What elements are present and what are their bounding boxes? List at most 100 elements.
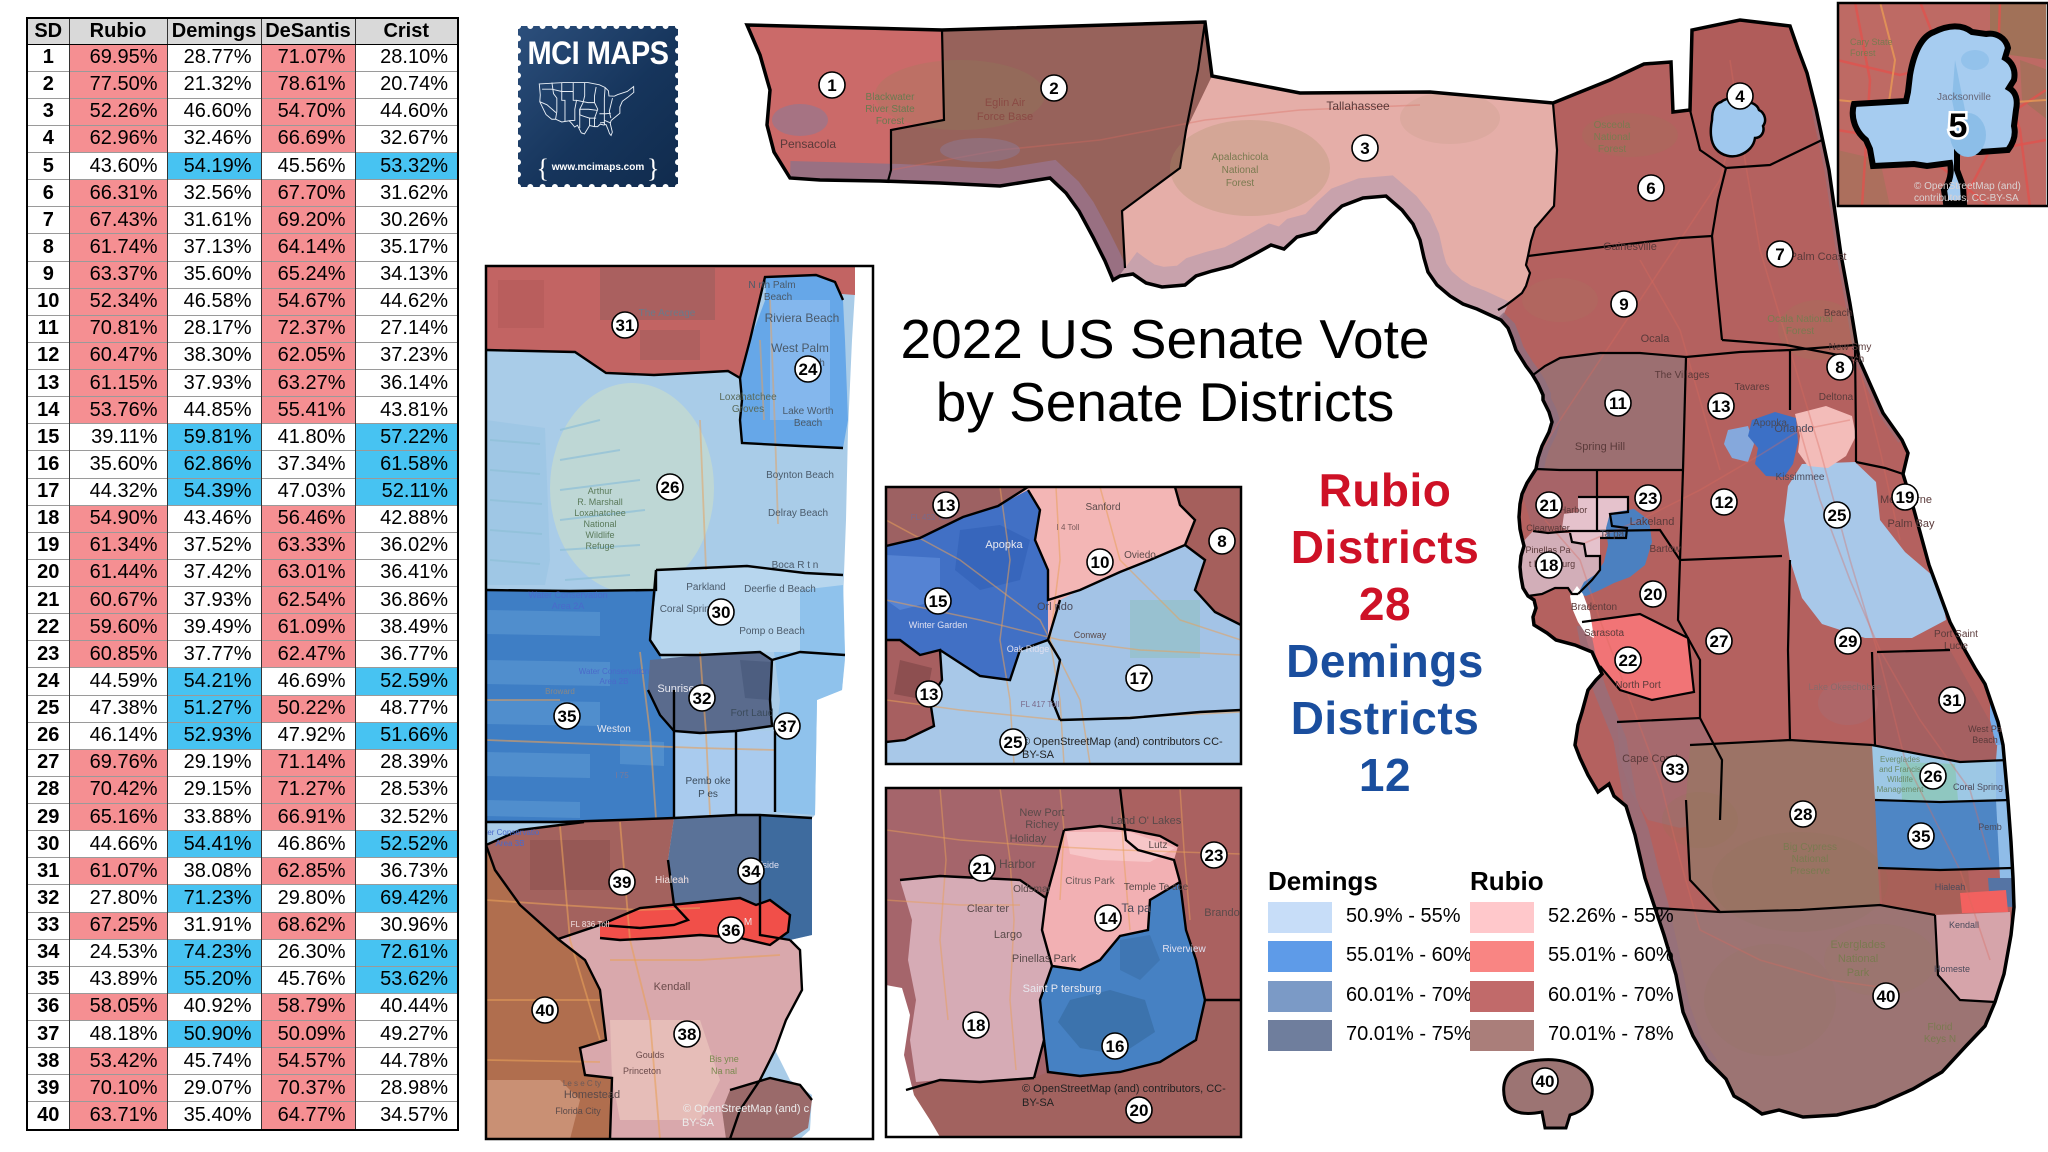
svg-text:Spring Hill: Spring Hill xyxy=(1575,441,1625,453)
svg-text:21: 21 xyxy=(973,859,992,878)
svg-text:Fort Laud: Fort Laud xyxy=(731,708,774,719)
svg-text:14: 14 xyxy=(1099,909,1118,928)
svg-text:The Acreage: The Acreage xyxy=(639,308,696,319)
svg-text:Citrus Park: Citrus Park xyxy=(1065,876,1115,887)
svg-text:13: 13 xyxy=(937,496,956,515)
svg-text:Kendall: Kendall xyxy=(1949,920,1979,930)
svg-text:Lucie: Lucie xyxy=(1944,641,1968,652)
svg-text:N rth Palm: N rth Palm xyxy=(748,280,795,291)
svg-text:Hialeah: Hialeah xyxy=(655,875,689,886)
svg-text:Oviedo: Oviedo xyxy=(1124,550,1156,561)
svg-text:Delray Beach: Delray Beach xyxy=(768,508,828,519)
svg-text:Lake Worth: Lake Worth xyxy=(783,406,834,417)
svg-text:Jacksonville: Jacksonville xyxy=(1937,92,1991,103)
svg-text:35: 35 xyxy=(1912,827,1931,846)
svg-text:Boca R t n: Boca R t n xyxy=(772,560,819,571)
svg-text:35: 35 xyxy=(558,707,577,726)
svg-text:37: 37 xyxy=(778,717,797,736)
svg-text:Water Conservation: Water Conservation xyxy=(579,667,649,676)
svg-text:Forest: Forest xyxy=(1850,48,1876,58)
svg-text:Clearwater: Clearwater xyxy=(1526,523,1570,533)
svg-text:Saint P tersburg: Saint P tersburg xyxy=(1023,983,1102,995)
svg-text:Wildlife: Wildlife xyxy=(585,530,614,540)
svg-text:Everglades: Everglades xyxy=(1830,939,1886,951)
svg-text:8: 8 xyxy=(1217,532,1226,551)
svg-text:© OpenStreetMap (and): © OpenStreetMap (and) xyxy=(1914,181,2021,192)
svg-text:39: 39 xyxy=(613,873,632,892)
svg-text:Lake Okeechobee: Lake Okeechobee xyxy=(1808,682,1881,692)
svg-text:Lakeland: Lakeland xyxy=(1630,516,1675,528)
svg-text:30: 30 xyxy=(712,603,731,622)
svg-text:P es: P es xyxy=(698,789,718,800)
svg-text:River State: River State xyxy=(865,104,915,115)
svg-text:33: 33 xyxy=(1666,760,1685,779)
svg-text:R. Marshall: R. Marshall xyxy=(577,497,623,507)
svg-text:10: 10 xyxy=(1091,553,1110,572)
svg-text:Florid: Florid xyxy=(1927,1022,1952,1033)
svg-text:and Francis: and Francis xyxy=(1879,765,1921,774)
svg-text:15: 15 xyxy=(929,592,948,611)
svg-text:Boynton Beach: Boynton Beach xyxy=(766,470,834,481)
svg-text:Blackwater: Blackwater xyxy=(866,92,916,103)
svg-text:M: M xyxy=(744,917,752,928)
svg-text:Apopka: Apopka xyxy=(985,539,1023,551)
svg-text:BY-SA: BY-SA xyxy=(682,1117,715,1129)
svg-text:Eglin Air: Eglin Air xyxy=(985,97,1026,109)
svg-text:Port Saint: Port Saint xyxy=(1934,629,1978,640)
svg-text:Coral Springs: Coral Springs xyxy=(660,604,721,615)
svg-text:New Port: New Port xyxy=(1019,807,1064,819)
svg-text:Weston: Weston xyxy=(597,724,631,735)
svg-text:Sanford: Sanford xyxy=(1085,502,1120,513)
svg-text:Forest: Forest xyxy=(876,116,905,127)
svg-text:© OpenStreetMap (and) contribu: © OpenStreetMap (and) contributors, CC- xyxy=(1022,1083,1226,1095)
svg-text:Holiday: Holiday xyxy=(1010,833,1047,845)
svg-text:19: 19 xyxy=(1896,488,1915,507)
svg-text:Orlando: Orlando xyxy=(1774,423,1813,435)
svg-text:31: 31 xyxy=(616,316,635,335)
svg-text:Keys N: Keys N xyxy=(1924,1034,1956,1045)
svg-text:26: 26 xyxy=(1924,767,1943,786)
svg-text:9: 9 xyxy=(1619,295,1628,314)
svg-text:Preserve: Preserve xyxy=(1790,866,1830,877)
svg-text:Tallahassee: Tallahassee xyxy=(1326,99,1390,113)
svg-text:I 75: I 75 xyxy=(615,771,629,780)
svg-text:Area 2B: Area 2B xyxy=(600,677,629,686)
svg-text:Apopka: Apopka xyxy=(1753,418,1787,429)
svg-text:Osceola: Osceola xyxy=(1594,120,1631,131)
svg-text:Forest: Forest xyxy=(1226,178,1255,189)
svg-text:National: National xyxy=(583,519,616,529)
svg-text:1: 1 xyxy=(827,76,836,95)
svg-text:Homestead: Homestead xyxy=(564,1089,620,1101)
svg-text:25: 25 xyxy=(1828,506,1847,525)
svg-text:26: 26 xyxy=(661,478,680,497)
svg-text:27: 27 xyxy=(1710,632,1729,651)
svg-text:Cary State: Cary State xyxy=(1850,37,1893,47)
svg-text:Beach: Beach xyxy=(794,418,822,429)
svg-text:Brando: Brando xyxy=(1204,907,1239,919)
svg-text:20: 20 xyxy=(1644,585,1663,604)
svg-text:Water Conservation: Water Conservation xyxy=(528,590,607,600)
svg-text:Everglades: Everglades xyxy=(1880,755,1920,764)
svg-text:Beach: Beach xyxy=(1972,735,1998,745)
svg-text:Kendall: Kendall xyxy=(654,981,691,993)
svg-text:West Pa: West Pa xyxy=(1968,724,2002,734)
svg-text:Area 3B: Area 3B xyxy=(496,839,525,848)
svg-text:5: 5 xyxy=(1949,107,1968,145)
svg-text:BY-SA: BY-SA xyxy=(1022,1097,1055,1109)
svg-text:Hialeah: Hialeah xyxy=(1935,882,1966,892)
svg-text:22: 22 xyxy=(1619,651,1638,670)
svg-text:Temple Te ace: Temple Te ace xyxy=(1124,882,1189,893)
svg-text:Bradenton: Bradenton xyxy=(1571,602,1617,613)
svg-text:h: h xyxy=(819,358,825,369)
svg-text:Princeton: Princeton xyxy=(623,1066,661,1076)
svg-text:Sarasota: Sarasota xyxy=(1584,628,1624,639)
svg-text:20: 20 xyxy=(1130,1101,1149,1120)
svg-text:Tavares: Tavares xyxy=(1734,382,1769,393)
svg-text:ater Conservatio: ater Conservatio xyxy=(481,828,540,837)
svg-text:© OpenStreetMap (and) contribu: © OpenStreetMap (and) contributors CC- xyxy=(1022,736,1223,748)
svg-text:25: 25 xyxy=(1004,733,1023,752)
svg-text:Ta pa: Ta pa xyxy=(1600,529,1625,540)
svg-text:38: 38 xyxy=(678,1025,697,1044)
svg-text:Clear ter: Clear ter xyxy=(967,903,1010,915)
svg-text:24: 24 xyxy=(799,360,818,379)
